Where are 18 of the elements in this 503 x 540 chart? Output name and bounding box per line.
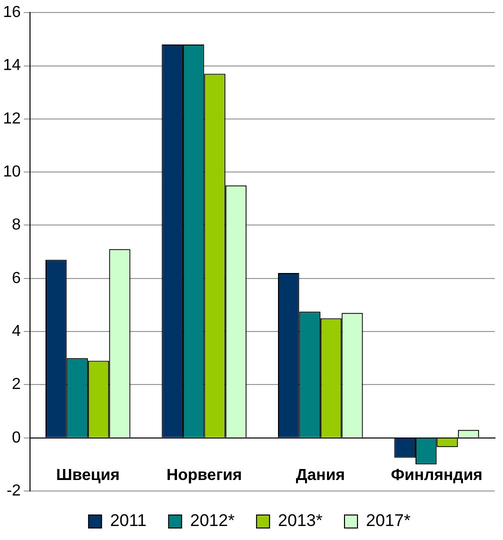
x-tick-label: Норвегия bbox=[166, 466, 242, 484]
legend-label: 2012* bbox=[190, 511, 235, 530]
legend-label: 2017* bbox=[366, 511, 411, 530]
x-tick-label: Дания bbox=[296, 466, 345, 484]
y-tick-label: -2 bbox=[6, 482, 21, 500]
legend-label: 2013* bbox=[278, 511, 323, 530]
y-tick-label: 0 bbox=[12, 429, 21, 446]
y-tick-label: 6 bbox=[12, 270, 21, 287]
y-tick-label: 12 bbox=[3, 110, 21, 128]
y-tick-label: 8 bbox=[12, 216, 21, 234]
y-tick-label: 2 bbox=[12, 376, 21, 394]
y-tick-label: 16 bbox=[3, 4, 21, 22]
legend-label: 2011 bbox=[110, 511, 147, 530]
y-tick-label: 10 bbox=[3, 163, 21, 180]
x-tick-label: Швеция bbox=[56, 466, 120, 484]
y-tick-label: 4 bbox=[12, 322, 21, 340]
x-tick-label: Финляндия bbox=[390, 466, 483, 484]
y-tick-label: 14 bbox=[3, 57, 21, 74]
